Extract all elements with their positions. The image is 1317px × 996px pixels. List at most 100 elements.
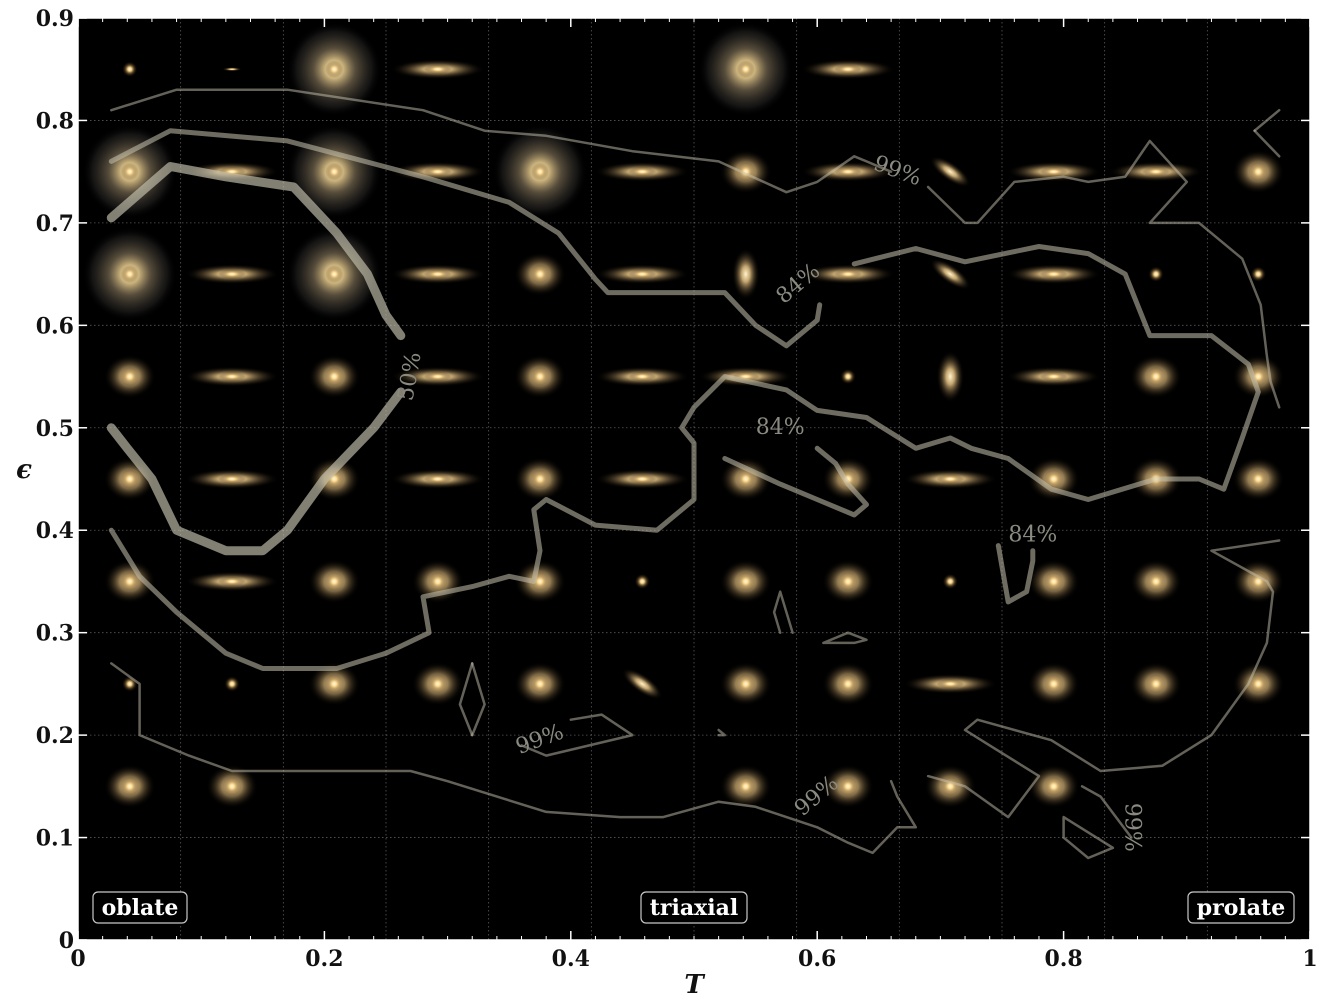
galaxy-core bbox=[634, 573, 651, 590]
contour-99pct bbox=[926, 139, 1281, 409]
galaxy-thumbnail bbox=[1130, 354, 1182, 399]
y-tick-label: 0.3 bbox=[36, 621, 74, 647]
galaxy-core bbox=[324, 366, 345, 387]
galaxy-core bbox=[834, 166, 862, 177]
galaxy-thumbnail bbox=[903, 469, 998, 489]
y-tick-label: 0.8 bbox=[36, 108, 74, 134]
contour-84pct bbox=[722, 445, 869, 518]
galaxy-thumbnail bbox=[1232, 457, 1285, 501]
galaxy-thumbnail bbox=[1027, 661, 1080, 706]
region-label-text: prolate bbox=[1197, 895, 1285, 921]
galaxy-thumbnail bbox=[822, 661, 874, 706]
galaxy-core bbox=[735, 571, 756, 592]
contour-99pct bbox=[926, 539, 1281, 819]
galaxy-disk bbox=[929, 156, 971, 188]
galaxy-thumbnail bbox=[514, 252, 566, 297]
galaxy-thumbnail bbox=[411, 559, 464, 604]
galaxy-core bbox=[1039, 269, 1068, 280]
axis-ticks: 0 0.2 0.4 0.6 0.8 1 0 0.1 0.2 0.3 0.4 0.5 0.6 0.7 0.8 0… bbox=[36, 6, 1317, 972]
galaxy-thumbnail bbox=[1027, 457, 1080, 501]
galaxy-thumbnail bbox=[719, 559, 772, 604]
galaxy-core bbox=[423, 474, 452, 484]
galaxy-core bbox=[325, 162, 344, 181]
galaxy-core bbox=[325, 265, 344, 284]
galaxy-thumbnail bbox=[595, 366, 690, 387]
galaxy-thumbnail bbox=[82, 226, 177, 322]
y-tick-label: 0.2 bbox=[36, 723, 74, 749]
contour-label: 99% bbox=[1119, 803, 1144, 852]
galaxy-thumbnail bbox=[1148, 266, 1164, 283]
contour-99pct bbox=[717, 728, 727, 737]
galaxy-core bbox=[1043, 571, 1064, 592]
galaxy-core bbox=[324, 673, 345, 694]
galaxy-core bbox=[1146, 571, 1166, 592]
galaxy-core bbox=[1043, 776, 1064, 797]
contour-99pct bbox=[1080, 785, 1133, 839]
galaxy-core bbox=[1248, 673, 1269, 694]
galaxy-core bbox=[530, 264, 550, 285]
galaxy-core bbox=[1039, 166, 1068, 177]
galaxy-thumbnail bbox=[390, 264, 485, 285]
galaxy-core bbox=[218, 371, 246, 382]
galaxy-thumbnail bbox=[492, 124, 588, 219]
galaxy-core bbox=[531, 162, 549, 181]
galaxy-thumbnail bbox=[1006, 366, 1101, 387]
galaxy-thumbnail bbox=[121, 61, 138, 78]
y-tick-label: 0 bbox=[59, 928, 74, 954]
y-axis-title: ϵ bbox=[16, 455, 32, 485]
contour-84pct bbox=[108, 128, 823, 349]
galaxy-core bbox=[530, 469, 550, 489]
y-tick-label: 0.4 bbox=[36, 518, 74, 544]
galaxy-core bbox=[834, 64, 862, 75]
x-tick-label: 0 bbox=[70, 946, 85, 972]
contour-lines bbox=[106, 88, 1281, 860]
galaxy-core bbox=[735, 673, 756, 694]
galaxy-thumbnail bbox=[719, 457, 772, 501]
galaxy-core bbox=[1146, 366, 1166, 387]
galaxy-thumbnail bbox=[731, 248, 760, 301]
galaxy-thumbnail bbox=[942, 573, 959, 590]
galaxy-thumbnail bbox=[1232, 149, 1285, 194]
galaxy-core bbox=[838, 673, 858, 694]
galaxy-thumbnail bbox=[390, 366, 485, 387]
galaxy-disk bbox=[222, 67, 242, 72]
galaxy-thumbnail bbox=[308, 354, 361, 399]
galaxy-thumbnail bbox=[184, 264, 280, 285]
galaxy-thumbnail bbox=[103, 354, 156, 399]
galaxy-core bbox=[121, 61, 138, 78]
galaxy-thumbnail bbox=[1027, 764, 1080, 809]
galaxy-thumbnail bbox=[1250, 266, 1267, 283]
galaxy-core bbox=[423, 269, 452, 280]
contour-99pct bbox=[822, 631, 868, 645]
galaxy-thumbnail bbox=[184, 469, 280, 489]
galaxy-thumbnail bbox=[514, 661, 566, 706]
galaxy-thumbnail bbox=[184, 571, 280, 592]
region-label-prolate: prolate bbox=[1187, 891, 1295, 924]
galaxy-core bbox=[222, 776, 242, 797]
galaxy-core bbox=[1248, 469, 1269, 489]
galaxy-core bbox=[423, 64, 452, 75]
galaxy-thumbnail bbox=[595, 469, 690, 489]
galaxy-thumbnail bbox=[822, 764, 874, 809]
galaxy-thumbnail bbox=[634, 573, 651, 590]
contour-50pct bbox=[106, 387, 406, 556]
galaxy-core bbox=[1250, 266, 1267, 283]
contour-label: 84% bbox=[1008, 522, 1057, 547]
galaxy-thumbnail bbox=[929, 258, 971, 290]
galaxy-core bbox=[1146, 673, 1166, 694]
galaxy-core bbox=[936, 678, 965, 689]
galaxy-thumbnail bbox=[621, 668, 663, 700]
galaxy-core bbox=[530, 366, 550, 387]
galaxy-core bbox=[628, 474, 657, 484]
galaxy-thumbnail bbox=[903, 673, 998, 694]
galaxy-core bbox=[838, 776, 858, 797]
y-tick-label: 0.7 bbox=[36, 211, 74, 237]
x-tick-label: 0.2 bbox=[305, 946, 343, 972]
galaxy-core bbox=[1148, 266, 1164, 283]
galaxy-thumbnail bbox=[103, 559, 156, 604]
contour-99pct bbox=[110, 88, 893, 194]
galaxy-core bbox=[936, 474, 965, 484]
galaxy-core bbox=[119, 776, 140, 797]
galaxy-thumbnail bbox=[936, 350, 965, 403]
